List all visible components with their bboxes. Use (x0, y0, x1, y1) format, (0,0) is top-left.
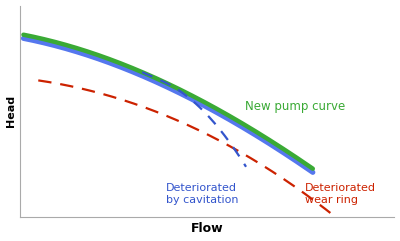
X-axis label: Flow: Flow (191, 222, 223, 235)
Text: Deteriorated
by cavitation: Deteriorated by cavitation (166, 183, 238, 205)
Text: Deteriorated
wear ring: Deteriorated wear ring (304, 183, 376, 205)
Y-axis label: Head: Head (6, 95, 16, 127)
Text: New pump curve: New pump curve (244, 100, 345, 114)
